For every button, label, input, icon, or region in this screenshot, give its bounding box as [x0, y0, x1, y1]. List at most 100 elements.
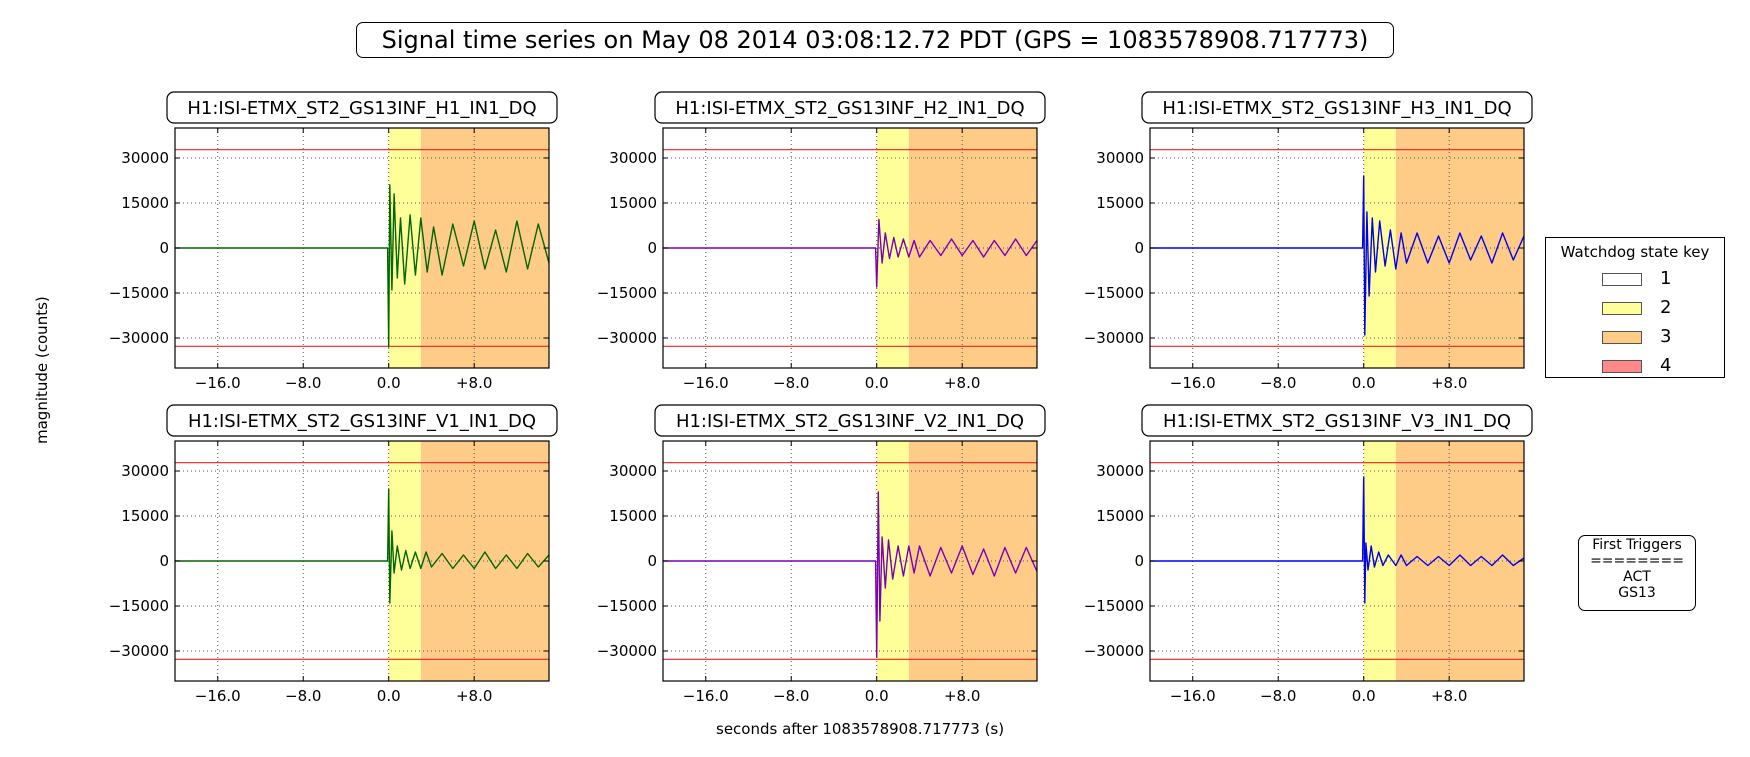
panel: −16.0 −8.0 0.0 +8.0 30000 15000 0 −15000 −30000 H…	[1084, 404, 1533, 705]
y-tick-label: −30000	[1084, 329, 1144, 347]
panel-title-box	[166, 404, 558, 437]
series-line	[663, 491, 1038, 658]
legend-label: 1	[1660, 268, 1672, 289]
panel-title-box	[1141, 91, 1533, 124]
y-tick-label: −30000	[597, 329, 657, 347]
y-tick-label: 15000	[121, 194, 169, 212]
legend-label: 3	[1660, 326, 1672, 347]
x-tick-label: −8.0	[285, 374, 321, 392]
y-tick-label: −30000	[109, 329, 169, 347]
state-band	[420, 128, 549, 368]
panel-title: H1:ISI-ETMX_ST2_GS13INF_H1_IN1_DQ	[187, 98, 536, 119]
x-axis-label: seconds after 1083578908.717773 (s)	[716, 720, 1005, 738]
y-tick-label: −30000	[109, 642, 169, 660]
state-band	[908, 128, 1037, 368]
trigger-item: ACT	[1623, 569, 1651, 585]
y-tick-label: −30000	[1084, 642, 1144, 660]
y-tick-label: 30000	[121, 149, 169, 167]
y-tick-label: 15000	[1096, 507, 1144, 525]
x-tick-label: −16.0	[1170, 374, 1216, 392]
x-tick-label: +8.0	[1431, 687, 1467, 705]
triggers-separator: ========	[1590, 553, 1684, 569]
legend-title: Watchdog state key	[1560, 243, 1710, 261]
trigger-item: GS13	[1618, 585, 1656, 601]
x-tick-label: −16.0	[683, 687, 729, 705]
y-tick-label: 30000	[121, 462, 169, 480]
legend-swatch	[1602, 302, 1642, 315]
series-line	[1150, 175, 1525, 336]
panel-title-box	[166, 91, 558, 124]
state-band	[908, 441, 1037, 681]
x-tick-label: +8.0	[456, 687, 492, 705]
panel: −16.0 −8.0 0.0 +8.0 30000 15000 0 −15000 −30000 H…	[1084, 91, 1533, 392]
x-tick-label: −8.0	[773, 374, 809, 392]
y-tick-label: −30000	[597, 642, 657, 660]
y-tick-label: 30000	[609, 149, 657, 167]
x-tick-label: 0.0	[1352, 687, 1376, 705]
legend-swatch	[1602, 273, 1642, 286]
y-tick-label: 0	[1134, 552, 1144, 570]
x-tick-label: −8.0	[285, 687, 321, 705]
y-tick-label: 15000	[609, 194, 657, 212]
panel-title: H1:ISI-ETMX_ST2_GS13INF_V1_IN1_DQ	[188, 411, 536, 432]
legend-label: 4	[1660, 355, 1672, 376]
state-band	[420, 441, 549, 681]
y-tick-label: 0	[1134, 239, 1144, 257]
panel-title: H1:ISI-ETMX_ST2_GS13INF_H2_IN1_DQ	[675, 98, 1024, 119]
first-triggers-box: First Triggers ======== ACT GS13	[1578, 535, 1696, 611]
series-line	[175, 184, 550, 348]
panel-title: H1:ISI-ETMX_ST2_GS13INF_V3_IN1_DQ	[1163, 411, 1511, 432]
y-tick-label: 15000	[1096, 194, 1144, 212]
panel-title: H1:ISI-ETMX_ST2_GS13INF_H3_IN1_DQ	[1162, 98, 1511, 119]
y-tick-label: −15000	[1084, 284, 1144, 302]
series-line	[175, 488, 550, 604]
x-tick-label: +8.0	[944, 374, 980, 392]
triggers-title: First Triggers	[1592, 537, 1682, 553]
panel: −16.0 −8.0 0.0 +8.0 30000 15000 0 −15000 −30000 H…	[597, 404, 1046, 705]
y-tick-label: 30000	[609, 462, 657, 480]
y-tick-label: 15000	[609, 507, 657, 525]
x-tick-label: 0.0	[377, 687, 401, 705]
y-tick-label: 0	[159, 239, 169, 257]
panel-title-box	[654, 404, 1046, 437]
panel: −16.0 −8.0 0.0 +8.0 30000 15000 0 −15000 −30000 H…	[109, 91, 558, 392]
panel-title-box	[654, 91, 1046, 124]
panel-title-box	[1141, 404, 1533, 437]
x-tick-label: 0.0	[865, 687, 889, 705]
state-band	[1395, 128, 1524, 368]
x-tick-label: 0.0	[1352, 374, 1376, 392]
x-tick-label: −8.0	[1260, 374, 1296, 392]
y-tick-label: −15000	[1084, 597, 1144, 615]
x-tick-label: −16.0	[1170, 687, 1216, 705]
watchdog-legend: Watchdog state key 1 2 3 4	[1545, 237, 1725, 378]
x-tick-label: +8.0	[456, 374, 492, 392]
x-tick-label: −16.0	[195, 687, 241, 705]
state-band	[1395, 441, 1524, 681]
y-tick-label: 15000	[121, 507, 169, 525]
x-tick-label: −16.0	[195, 374, 241, 392]
x-tick-label: 0.0	[377, 374, 401, 392]
y-tick-label: −15000	[597, 284, 657, 302]
y-tick-label: −15000	[597, 597, 657, 615]
figure-title: Signal time series on May 08 2014 03:08:…	[356, 22, 1394, 58]
panel: −16.0 −8.0 0.0 +8.0 30000 15000 0 −15000 −30000 H…	[109, 404, 558, 705]
legend-swatch	[1602, 360, 1642, 373]
x-tick-label: −8.0	[1260, 687, 1296, 705]
y-tick-label: 0	[159, 552, 169, 570]
y-tick-label: 30000	[1096, 462, 1144, 480]
x-tick-label: +8.0	[944, 687, 980, 705]
legend-swatch	[1602, 331, 1642, 344]
series-line	[1150, 476, 1525, 604]
x-tick-label: −8.0	[773, 687, 809, 705]
series-line	[663, 218, 1038, 288]
y-tick-label: −15000	[109, 284, 169, 302]
x-tick-label: +8.0	[1431, 374, 1467, 392]
y-tick-label: 30000	[1096, 149, 1144, 167]
x-tick-label: −16.0	[683, 374, 729, 392]
x-tick-label: 0.0	[865, 374, 889, 392]
panel: −16.0 −8.0 0.0 +8.0 30000 15000 0 −15000 −30000 H…	[597, 91, 1046, 392]
y-tick-label: 0	[647, 239, 657, 257]
panel-title: H1:ISI-ETMX_ST2_GS13INF_V2_IN1_DQ	[676, 411, 1024, 432]
legend-label: 2	[1660, 297, 1672, 318]
